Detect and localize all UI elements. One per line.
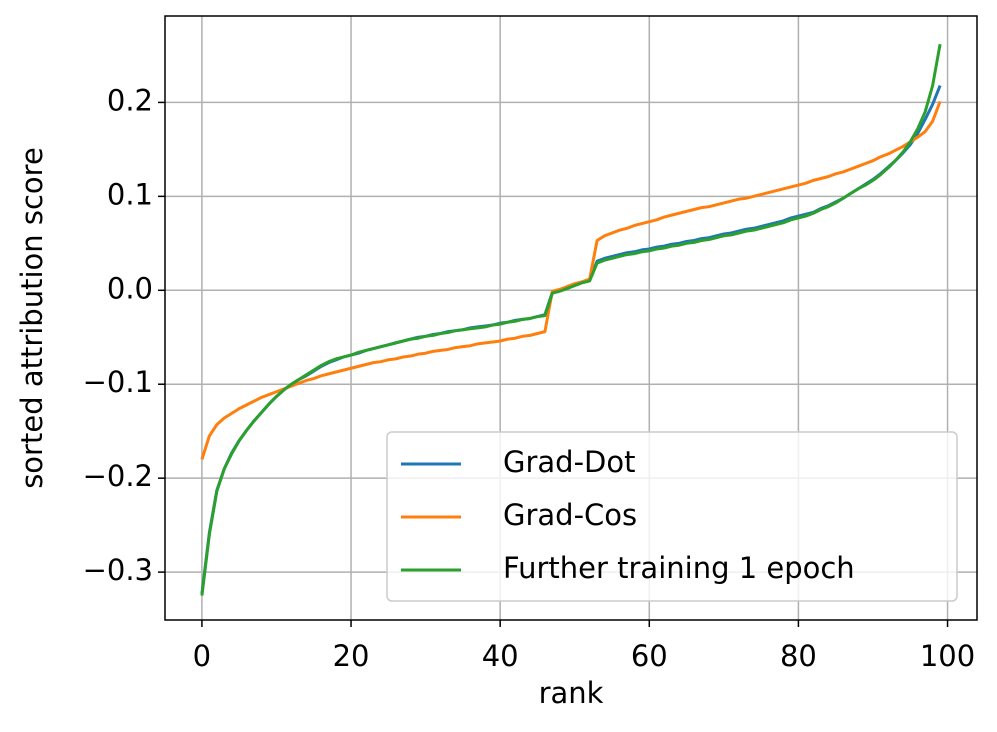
x-axis-label: rank [539, 676, 604, 710]
y-tick-label: −0.2 [83, 459, 153, 493]
x-tick-label: 60 [631, 639, 668, 673]
plot-frame [164, 15, 978, 621]
x-tick-label: 40 [482, 639, 519, 673]
legend-label: Grad-Dot [503, 445, 635, 479]
x-tick-label: 0 [193, 639, 211, 673]
legend-box [386, 431, 958, 602]
x-tick-label: 20 [333, 639, 370, 673]
y-tick-label: −0.1 [83, 365, 153, 399]
y-tick-label: −0.3 [83, 553, 153, 587]
x-tick-label: 100 [920, 639, 975, 673]
y-tick-label: 0.2 [107, 83, 153, 117]
legend-label: Grad-Cos [503, 498, 637, 532]
legend-label: Further training 1 epoch [503, 551, 855, 585]
y-tick-label: 0.1 [107, 177, 153, 211]
series-line [200, 100, 942, 460]
y-tick-label: 0.0 [107, 271, 153, 305]
series-line [200, 43, 942, 596]
x-tick-label: 80 [780, 639, 817, 673]
legend: Grad-Dot Grad-Cos Further training 1 epoch [386, 431, 958, 602]
y-axis-label: sorted attribution score [15, 147, 49, 489]
